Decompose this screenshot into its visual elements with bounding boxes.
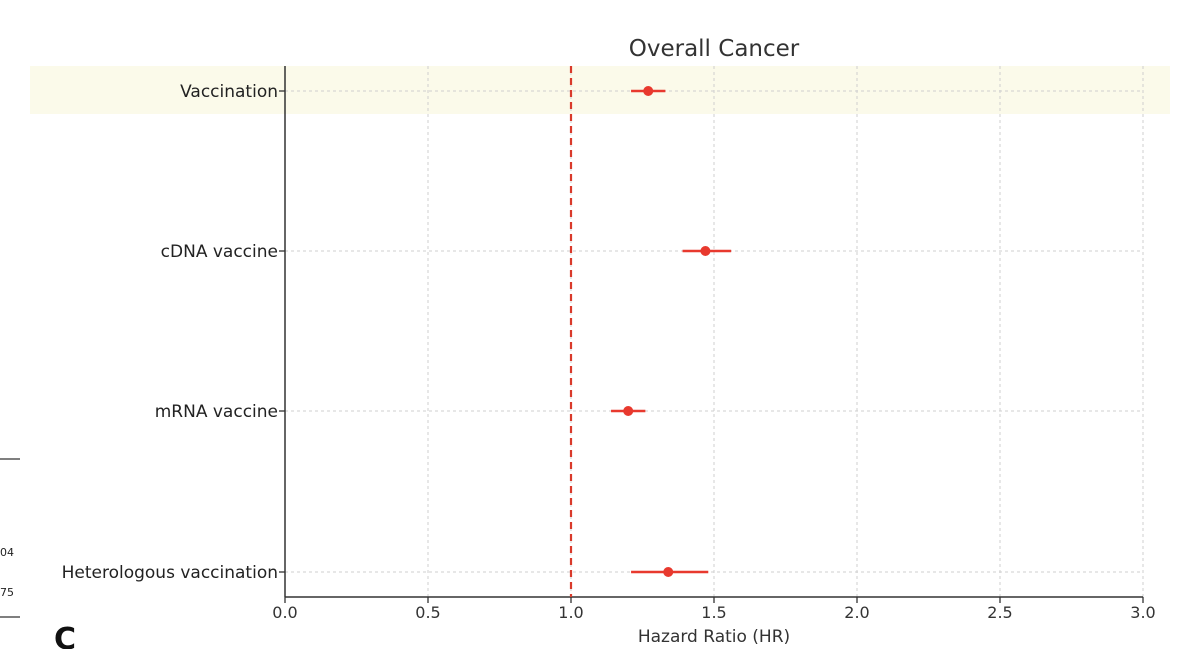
row-label-1: cDNA vaccine xyxy=(161,242,278,262)
chart-title: Overall Cancer xyxy=(629,36,800,62)
hr-point-2 xyxy=(623,406,634,416)
x-tick-label-0: 0.0 xyxy=(272,603,297,622)
hr-point-3 xyxy=(663,567,674,577)
row-label-3: Heterologous vaccination xyxy=(62,563,278,583)
x-axis-label: Hazard Ratio (HR) xyxy=(638,627,790,647)
panel-letter: C xyxy=(54,622,76,649)
hr-point-0 xyxy=(643,86,654,96)
edge-fragment-2: 75 xyxy=(0,586,14,599)
data-marks xyxy=(611,86,732,577)
x-tick-label-1: 0.5 xyxy=(415,603,440,622)
x-tick-label-5: 2.5 xyxy=(987,603,1012,622)
grid-lines xyxy=(284,66,1144,597)
x-tick-label-3: 1.5 xyxy=(701,603,726,622)
x-ticks: 0.0 0.5 1.0 1.5 2.0 2.5 3.0 xyxy=(272,597,1156,622)
row-label-2: mRNA vaccine xyxy=(155,402,278,422)
edge-fragment-1: 04 xyxy=(0,546,14,559)
hr-point-1 xyxy=(700,246,711,256)
row-labels: Vaccination cDNA vaccine mRNA vaccine Heter… xyxy=(62,82,285,583)
row-label-0: Vaccination xyxy=(180,82,278,102)
x-tick-label-4: 2.0 xyxy=(844,603,869,622)
x-tick-label-2: 1.0 xyxy=(558,603,583,622)
highlight-band xyxy=(30,66,1170,114)
x-tick-label-6: 3.0 xyxy=(1130,603,1155,622)
